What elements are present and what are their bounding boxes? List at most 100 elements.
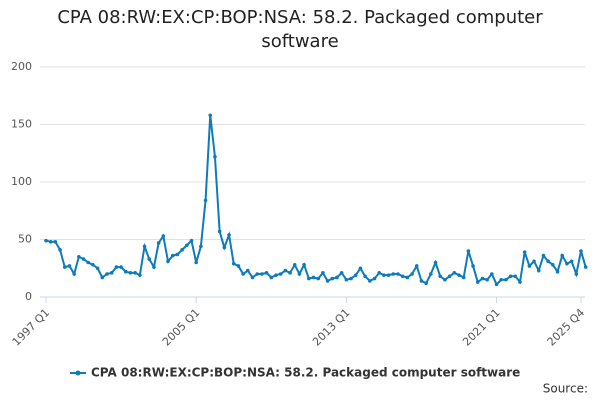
point [429, 272, 433, 276]
point [194, 260, 198, 265]
point [81, 257, 86, 261]
point [227, 233, 231, 237]
point [499, 277, 504, 282]
x-tick-label: 2005 Q1 [160, 306, 203, 349]
point [175, 252, 180, 257]
point [546, 259, 550, 264]
point [62, 265, 67, 269]
point [579, 249, 583, 253]
point [100, 275, 105, 280]
point [396, 272, 400, 276]
point [480, 276, 485, 281]
series-line [45, 115, 587, 287]
point [466, 249, 471, 253]
point [166, 259, 170, 264]
point [48, 240, 53, 244]
x-tick-label: 2013 Q1 [310, 306, 353, 349]
source: Source: [543, 382, 588, 396]
point [541, 253, 546, 258]
point [316, 276, 320, 281]
point [335, 275, 339, 280]
point [72, 272, 76, 276]
point [245, 268, 250, 273]
point [386, 273, 391, 277]
point [527, 264, 532, 268]
point [414, 264, 419, 268]
point [213, 154, 217, 159]
point [264, 271, 269, 275]
point [555, 269, 560, 274]
point [114, 265, 119, 269]
point [536, 268, 541, 273]
point [583, 265, 588, 269]
point [574, 272, 579, 276]
point [133, 271, 137, 275]
point [382, 273, 386, 277]
point [490, 272, 494, 276]
point [532, 259, 536, 264]
point [447, 274, 452, 279]
point [260, 272, 264, 276]
point [278, 272, 283, 276]
point [330, 276, 335, 281]
point [405, 275, 410, 280]
point [217, 229, 222, 234]
point [452, 271, 457, 275]
x-tick-label: 1997 Q1 [10, 306, 53, 349]
point [44, 238, 48, 243]
point [325, 279, 330, 283]
point [269, 275, 274, 280]
point [461, 275, 466, 280]
point [372, 276, 377, 281]
point [363, 274, 367, 279]
point [86, 260, 91, 265]
point [565, 261, 569, 266]
point [353, 273, 358, 277]
point [368, 279, 372, 283]
point [152, 265, 156, 269]
point [518, 280, 522, 284]
point [67, 264, 72, 268]
point [339, 271, 344, 275]
point [424, 281, 428, 286]
point [457, 273, 461, 277]
point [231, 261, 236, 266]
point [288, 271, 292, 275]
point [504, 277, 508, 282]
point [391, 272, 396, 276]
x-tick-label: 2021 Q1 [460, 306, 503, 349]
point [255, 272, 259, 276]
chart-title: CPA 08:RW:EX:CP:BOP:NSA: 58.2. Packaged … [57, 7, 543, 52]
point [443, 277, 447, 282]
x-tick-label: 2025 Q4 [545, 306, 588, 349]
point [569, 259, 574, 264]
point [170, 253, 175, 258]
point [142, 244, 147, 249]
y-tick-label: 150 [11, 118, 32, 131]
point [410, 272, 414, 276]
y-tick-label: 200 [11, 60, 32, 73]
point [147, 257, 152, 261]
point [109, 271, 114, 275]
point [494, 282, 499, 287]
point [156, 241, 161, 245]
point [199, 244, 203, 249]
point [189, 238, 194, 243]
point [222, 245, 227, 250]
point [203, 198, 208, 203]
y-tick-label: 0 [25, 290, 32, 303]
point [485, 277, 489, 282]
point [522, 250, 527, 254]
point [358, 266, 363, 271]
point [471, 264, 475, 268]
point [53, 240, 58, 244]
point [180, 248, 184, 252]
point [475, 280, 480, 284]
point [292, 263, 297, 267]
point [119, 265, 123, 269]
y-tick-label: 100 [11, 175, 32, 188]
point [307, 276, 311, 281]
point [250, 275, 255, 280]
